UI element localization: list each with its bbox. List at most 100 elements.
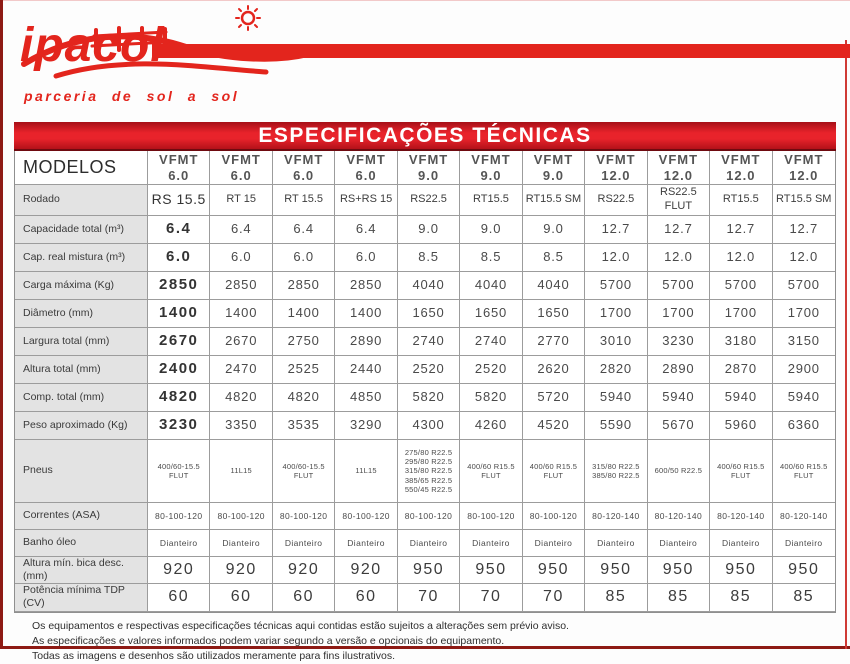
spec-cell: 950 bbox=[398, 557, 460, 584]
spec-cell: Dianteiro bbox=[210, 530, 272, 557]
spec-cell: 12.0 bbox=[773, 244, 835, 272]
spec-cell: 2850 bbox=[210, 272, 272, 300]
spec-cell: 60 bbox=[210, 584, 272, 611]
spec-cell: 1400 bbox=[273, 300, 335, 328]
spec-cell: 400/60-15.5 FLUT bbox=[273, 440, 335, 503]
spec-cell: 5590 bbox=[585, 412, 647, 440]
row-label: Largura total (mm) bbox=[15, 328, 148, 356]
page-title: ESPECIFICAÇÕES TÉCNICAS bbox=[258, 124, 591, 148]
brand-name: ipacol bbox=[20, 22, 165, 70]
spec-cell: 4850 bbox=[335, 384, 397, 412]
spec-cell: Dianteiro bbox=[710, 530, 772, 557]
spec-cell: 5700 bbox=[648, 272, 710, 300]
spec-cell: 1700 bbox=[773, 300, 835, 328]
model-size: 6.0 bbox=[168, 168, 189, 184]
spec-cell: RT15.5 SM bbox=[523, 185, 585, 216]
spec-cell: 5700 bbox=[773, 272, 835, 300]
spec-cell: 400/60 R15.5 FLUT bbox=[773, 440, 835, 503]
row-label: Potência mínima TDP (CV) bbox=[15, 584, 148, 611]
spec-cell: 2890 bbox=[335, 328, 397, 356]
models-corner-label: MODELOS bbox=[15, 151, 148, 185]
model-size: 12.0 bbox=[601, 168, 630, 184]
spec-cell: 1650 bbox=[460, 300, 522, 328]
spec-cell: Dianteiro bbox=[460, 530, 522, 557]
spec-cell: 80-100-120 bbox=[273, 503, 335, 530]
row-label: Comp. total (mm) bbox=[15, 384, 148, 412]
page-frame-right bbox=[845, 40, 847, 649]
model-family: VFMT bbox=[471, 152, 510, 168]
spec-cell: Dianteiro bbox=[523, 530, 585, 557]
spec-cell: 400/60-15.5 FLUT bbox=[148, 440, 210, 503]
row-label: Altura mín. bica desc. (mm) bbox=[15, 557, 148, 584]
spec-cell: 5820 bbox=[398, 384, 460, 412]
row-label: Cap. real mistura (m³) bbox=[15, 244, 148, 272]
spec-cell: 2750 bbox=[273, 328, 335, 356]
spec-cell: 11L15 bbox=[335, 440, 397, 503]
spec-cell: 5960 bbox=[710, 412, 772, 440]
spec-cell: 3535 bbox=[273, 412, 335, 440]
model-family: VFMT bbox=[659, 152, 698, 168]
spec-cell: 80-100-120 bbox=[523, 503, 585, 530]
spec-cell: 6.0 bbox=[148, 244, 210, 272]
spec-cell: 3010 bbox=[585, 328, 647, 356]
spec-cell: 950 bbox=[585, 557, 647, 584]
spec-cell: 12.0 bbox=[648, 244, 710, 272]
spec-cell: 60 bbox=[273, 584, 335, 611]
footer-line: Os equipamentos e respectivas especifica… bbox=[32, 619, 836, 634]
row-label: Peso aproximado (Kg) bbox=[15, 412, 148, 440]
spec-cell: 4820 bbox=[210, 384, 272, 412]
spec-cell: 5670 bbox=[648, 412, 710, 440]
spec-cell: Dianteiro bbox=[398, 530, 460, 557]
spec-cell: Dianteiro bbox=[648, 530, 710, 557]
spec-cell: 3350 bbox=[210, 412, 272, 440]
spec-cell: 6.0 bbox=[210, 244, 272, 272]
spec-cell: 70 bbox=[460, 584, 522, 611]
row-label: Banho óleo bbox=[15, 530, 148, 557]
spec-cell: 6.4 bbox=[210, 216, 272, 244]
model-family: VFMT bbox=[784, 152, 823, 168]
row-label: Capacidade total (m³) bbox=[15, 216, 148, 244]
row-label: Rodado bbox=[15, 185, 148, 216]
spec-cell: 80-100-120 bbox=[148, 503, 210, 530]
spec-cell: 4040 bbox=[398, 272, 460, 300]
spec-cell: RT 15.5 bbox=[273, 185, 335, 216]
spec-cell: 5700 bbox=[710, 272, 772, 300]
brand-tagline: parceria de sol a sol bbox=[24, 88, 239, 104]
row-label: Carga máxima (Kg) bbox=[15, 272, 148, 300]
spec-cell: 80-120-140 bbox=[648, 503, 710, 530]
spec-cell: 2820 bbox=[585, 356, 647, 384]
spec-cell: 6.4 bbox=[335, 216, 397, 244]
spec-cell: 85 bbox=[710, 584, 772, 611]
spec-cell: 3230 bbox=[148, 412, 210, 440]
spec-cell: 6.0 bbox=[273, 244, 335, 272]
spec-cell: 400/60 R15.5 FLUT bbox=[710, 440, 772, 503]
spec-cell: 80-100-120 bbox=[460, 503, 522, 530]
model-family: VFMT bbox=[596, 152, 635, 168]
spec-cell: 1400 bbox=[210, 300, 272, 328]
spec-cell: RS22.5 FLUT bbox=[648, 185, 710, 216]
spec-cell: 2470 bbox=[210, 356, 272, 384]
spec-cell: 920 bbox=[273, 557, 335, 584]
spec-cell: 2900 bbox=[773, 356, 835, 384]
spec-cell: 950 bbox=[523, 557, 585, 584]
spec-cell: 12.0 bbox=[710, 244, 772, 272]
spec-cell: 2525 bbox=[273, 356, 335, 384]
spec-cell: 11L15 bbox=[210, 440, 272, 503]
row-label: Altura total (mm) bbox=[15, 356, 148, 384]
spec-cell: 4820 bbox=[148, 384, 210, 412]
spec-cell: 1650 bbox=[523, 300, 585, 328]
spec-cell: 80-120-140 bbox=[710, 503, 772, 530]
title-bar: ESPECIFICAÇÕES TÉCNICAS bbox=[14, 122, 836, 151]
model-family: VFMT bbox=[721, 152, 760, 168]
spec-cell: 950 bbox=[773, 557, 835, 584]
spec-cell: 12.7 bbox=[585, 216, 647, 244]
spec-cell: RT15.5 bbox=[710, 185, 772, 216]
spec-cell: Dianteiro bbox=[585, 530, 647, 557]
model-family: VFMT bbox=[159, 152, 198, 168]
spec-cell: 5700 bbox=[585, 272, 647, 300]
